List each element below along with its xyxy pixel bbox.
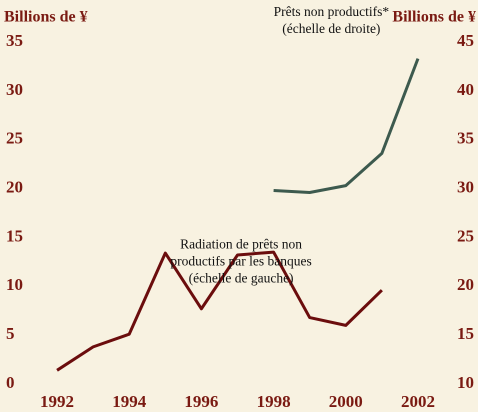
y-tick-label: 20 [6, 177, 23, 196]
y2-tick-label: 45 [457, 31, 474, 50]
x-tick-label: 1992 [40, 392, 74, 411]
annotation: productifs par les banques [170, 253, 311, 268]
y2-tick-label: 35 [457, 129, 474, 148]
y2-tick-label: 25 [457, 226, 474, 245]
annotation: Radiation de prêts non [180, 236, 302, 251]
y-tick-label: 15 [6, 226, 23, 245]
y2-tick-label: 10 [457, 373, 474, 392]
y-tick-label: 10 [6, 275, 23, 294]
y-tick-label: 25 [6, 129, 23, 148]
x-tick-label: 1998 [257, 392, 291, 411]
y2-axis-title: Billions de ¥ [392, 9, 476, 26]
annotation: Prêts non productifs* [274, 4, 390, 19]
y-tick-label: 35 [6, 31, 23, 50]
y-tick-label: 30 [6, 80, 23, 99]
y2-tick-label: 20 [457, 275, 474, 294]
annotation: (échelle de gauche) [189, 270, 294, 285]
y2-tick-label: 30 [457, 177, 474, 196]
x-tick-label: 2002 [401, 392, 435, 411]
x-tick-label: 1994 [112, 392, 147, 411]
y2-tick-label: 40 [457, 80, 474, 99]
y2-tick-label: 15 [457, 324, 474, 343]
y-axis-title: Billions de ¥ [4, 9, 88, 26]
series-line [273, 58, 420, 194]
series-line [56, 250, 383, 372]
y-tick-label: 5 [6, 324, 15, 343]
x-tick-label: 2000 [329, 392, 363, 411]
y-tick-label: 0 [6, 373, 15, 392]
x-tick-label: 1996 [184, 392, 218, 411]
annotation: (échelle de droite) [282, 21, 380, 36]
